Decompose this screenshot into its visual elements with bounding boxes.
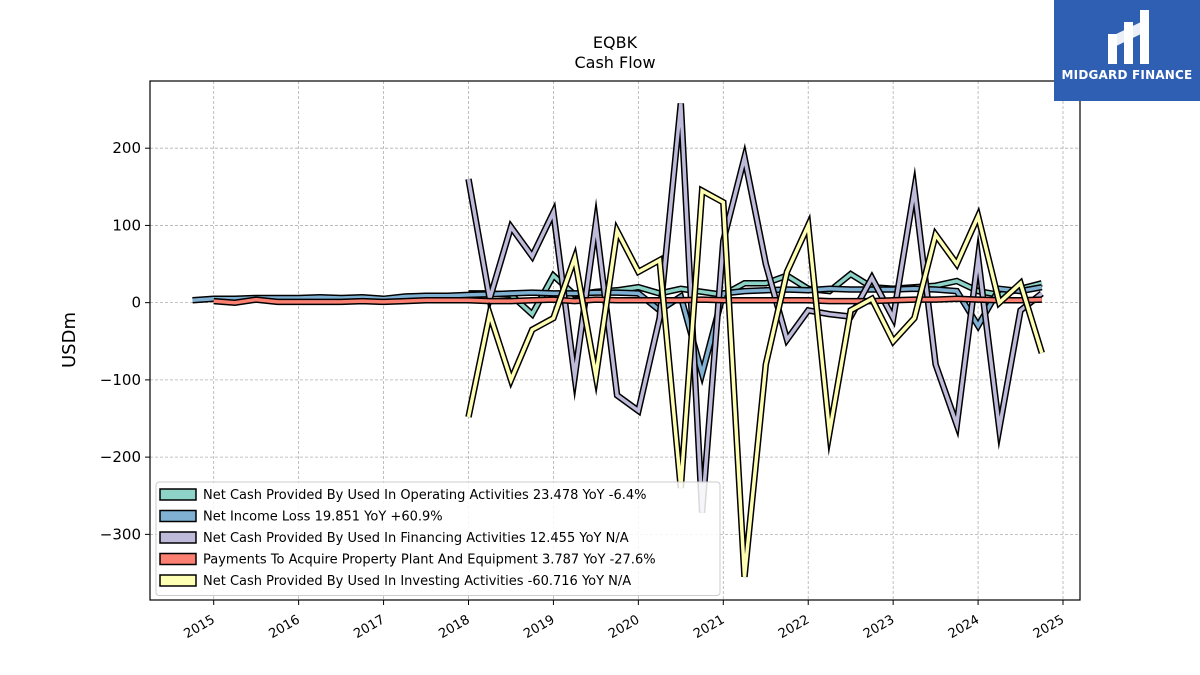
x-tick-label: 2019 xyxy=(521,612,557,642)
x-tick-label: 2016 xyxy=(266,612,302,642)
x-tick-label: 2025 xyxy=(1031,612,1067,642)
legend-entry-label: Payments To Acquire Property Plant And E… xyxy=(203,553,656,568)
series-payments-to-acquire-property-plant-and-equipment xyxy=(213,295,1042,306)
series-net-cash-provided-by-used-in-investing-activities xyxy=(465,185,1045,578)
y-axis: 200 100 0 −100 −200 −300 xyxy=(100,139,150,543)
x-tick-label: 2022 xyxy=(776,612,812,642)
plot-frame xyxy=(149,80,1081,601)
y-tick-label: −200 xyxy=(100,448,141,466)
series-line xyxy=(213,297,1042,305)
legend-swatch xyxy=(159,574,197,587)
y-tick-label: −300 xyxy=(100,525,141,543)
x-tick-label: 2021 xyxy=(691,612,727,642)
y-tick-label: −100 xyxy=(100,371,141,389)
brand-name: MIDGARD FINANCE xyxy=(1061,68,1193,82)
legend-swatch xyxy=(159,488,197,501)
x-tick-label: 2024 xyxy=(946,612,982,642)
legend: Net Cash Provided By Used In Operating A… xyxy=(155,481,721,596)
legend-swatch xyxy=(159,531,197,544)
legend-swatch xyxy=(159,509,197,523)
series-line xyxy=(466,187,1044,577)
legend-entry-label: Net Income Loss 19.851 YoY +60.9% xyxy=(203,510,443,525)
x-tick-label: 2020 xyxy=(606,612,642,642)
x-axis: 2015 2016 2017 2018 2019 2020 2021 2022 2023 2024… xyxy=(182,600,1067,642)
midgard-logo-icon xyxy=(1108,10,1149,64)
y-tick-label: 200 xyxy=(112,139,141,157)
y-tick-label: 0 xyxy=(131,294,141,312)
x-tick-label: 2018 xyxy=(436,612,472,642)
legend-entry-label: Net Cash Provided By Used In Operating A… xyxy=(203,488,646,503)
brand-logo: MIDGARD FINANCE xyxy=(1054,0,1200,101)
legend-entry-label: Net Cash Provided By Used In Investing A… xyxy=(203,574,631,589)
x-tick-label: 2023 xyxy=(861,612,897,642)
legend-entry-label: Net Cash Provided By Used In Financing A… xyxy=(203,531,629,546)
y-axis-label: USDm xyxy=(59,312,80,368)
chart-subtitle: Cash Flow xyxy=(574,53,655,72)
series-layer xyxy=(192,103,1045,578)
legend-box xyxy=(155,481,721,596)
x-tick-label: 2017 xyxy=(351,612,387,642)
legend-swatch xyxy=(159,552,197,566)
y-tick-label: 100 xyxy=(112,216,141,234)
chart-title: EQBK xyxy=(593,33,638,52)
x-tick-label: 2015 xyxy=(182,612,218,642)
